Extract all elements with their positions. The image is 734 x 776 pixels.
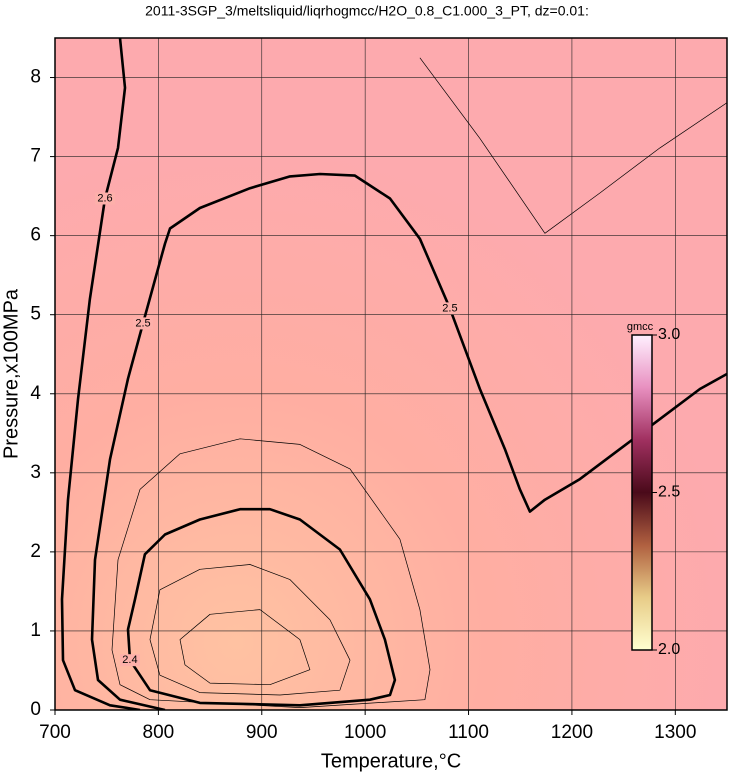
plot-frame <box>54 37 728 711</box>
x-tick-label: 1000 <box>344 722 386 743</box>
y-tick-label: 5 <box>30 304 41 325</box>
y-tick-label: 2 <box>30 541 41 562</box>
x-tick-label: 800 <box>143 722 175 743</box>
contour-label-bg <box>132 317 153 330</box>
contour-line <box>90 172 727 710</box>
y-tick-label: 1 <box>30 620 41 641</box>
y-tick-label: 7 <box>30 146 41 167</box>
contour-line <box>111 438 431 708</box>
chart-title: 2011-3SGP_3/meltsliquid/liqrhogmcc/H2O_0… <box>145 3 589 19</box>
plot-background <box>55 38 727 710</box>
colorbar-tick-label: 2.0 <box>658 641 680 658</box>
y-tick-label: 0 <box>30 699 41 720</box>
contour-label: 2.5 <box>442 302 457 314</box>
contour-label: 2.6 <box>97 192 112 204</box>
contour-line <box>60 38 141 710</box>
x-axis-label: Temperature,°C <box>321 750 461 772</box>
x-tick-label: 1100 <box>448 722 489 743</box>
contour-line <box>179 609 311 686</box>
contour-line <box>126 507 397 707</box>
colorbar-tick-label: 2.5 <box>658 484 680 501</box>
x-tick-label: 900 <box>246 722 278 743</box>
contour-line <box>149 564 351 696</box>
contour-label-bg <box>119 654 140 667</box>
contour-label: 2.4 <box>122 654 137 666</box>
x-tick-label: 1300 <box>654 722 696 743</box>
colorbar-label: gmcc <box>627 321 654 333</box>
y-tick-label: 6 <box>30 225 41 246</box>
y-tick-label: 3 <box>30 462 41 483</box>
contour-line <box>419 57 727 234</box>
contour-label-bg <box>95 192 116 205</box>
colorbar-tick-label: 3.0 <box>658 326 680 343</box>
y-tick-label: 8 <box>30 67 41 88</box>
y-axis-label: Pressure,x100MPa <box>0 288 22 459</box>
colorbar <box>631 334 653 651</box>
contour-label: 2.5 <box>135 317 150 329</box>
x-tick-label: 700 <box>39 722 71 743</box>
y-tick-label: 4 <box>30 383 41 404</box>
x-tick-label: 1200 <box>551 722 593 743</box>
contour-label-bg <box>439 302 460 315</box>
